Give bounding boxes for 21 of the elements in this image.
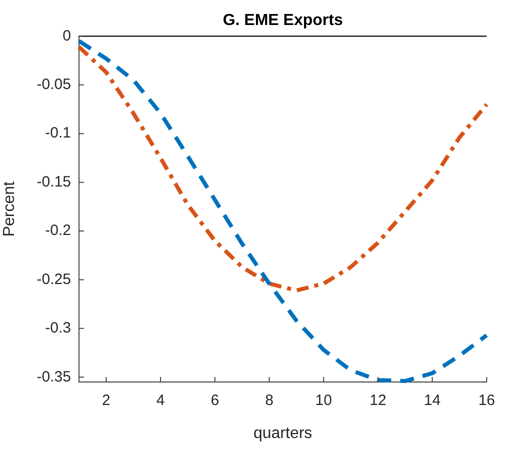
y-tick-label: -0.2 [45, 222, 71, 240]
y-tick-label: -0.3 [45, 320, 71, 337]
x-tick-label: 16 [478, 392, 495, 410]
line-series [77, 39, 489, 384]
x-tick-label: 4 [156, 392, 165, 410]
y-tick-label: -0.15 [36, 173, 71, 190]
line-series [77, 44, 489, 292]
x-axis-title: quarters [253, 424, 312, 442]
x-tick-label: 8 [265, 392, 274, 410]
y-tick-label: -0.05 [36, 76, 71, 94]
x-tick-label: 14 [424, 392, 441, 410]
y-tick-label: -0.25 [36, 270, 71, 288]
y-axis-title: Percent [1, 180, 18, 237]
x-tick-label: 10 [315, 392, 332, 410]
y-tick-label: -0.35 [36, 368, 71, 386]
x-tick-label: 2 [102, 392, 110, 410]
y-tick-label: 0 [62, 27, 71, 44]
x-tick-label: 12 [370, 392, 386, 410]
x-tick-label: 6 [210, 392, 220, 410]
y-tick-label: -0.1 [45, 124, 71, 142]
chart-title: G. EME Exports [222, 12, 343, 30]
